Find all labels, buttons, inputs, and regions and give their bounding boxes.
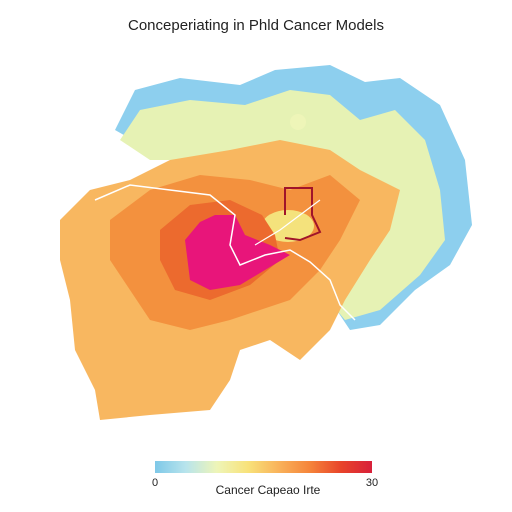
highlight-outline: [284, 187, 322, 242]
region-core: [185, 215, 290, 290]
colorbar-max: 30: [366, 477, 378, 489]
boundary-line: [94, 184, 356, 321]
boundary-line: [254, 199, 321, 246]
map-title: Conceperiating in Phld Cancer Models: [128, 17, 384, 34]
region-dot: [290, 114, 306, 130]
map: [60, 65, 472, 420]
colorbar: [155, 461, 372, 473]
region-patch: [262, 210, 314, 242]
colorbar-min: 0: [152, 477, 158, 489]
colorbar-label: Cancer Capeao Irte: [216, 483, 321, 497]
